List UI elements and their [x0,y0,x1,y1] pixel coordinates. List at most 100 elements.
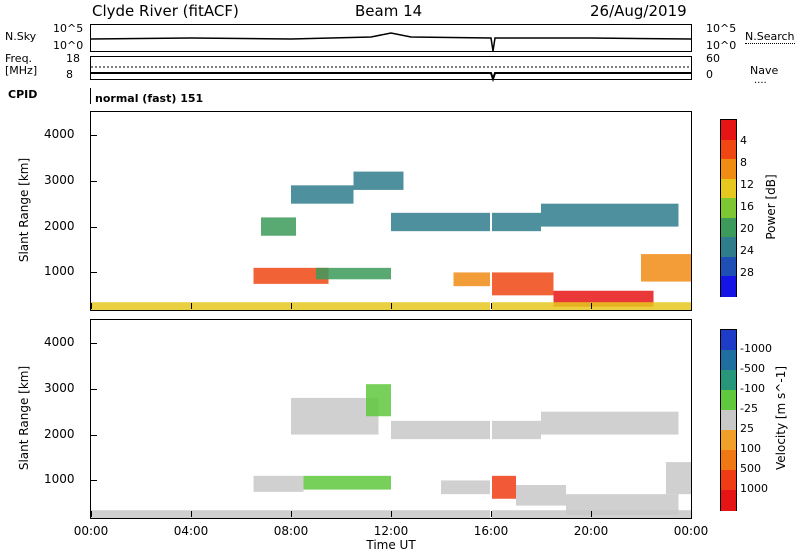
power-region-1 [316,267,391,280]
velocity-colorbar-segment [721,470,736,491]
power-colorbar-tick: 4 [740,134,747,147]
freq-trace [91,66,691,83]
x-tick-mark [691,511,692,517]
nave-dots: ···· [754,78,767,89]
x-tick-mark [491,511,492,517]
freq-strip-panel [90,56,692,83]
x-tick-label: 20:00 [573,524,609,538]
freq-tick-top: 18 [66,52,80,65]
x-tick-mark [691,303,692,309]
nsearch-tick-top: 10^5 [706,22,737,35]
power-colorbar-tick: 20 [740,222,754,235]
velocity-ytick-label: 4000 [44,334,75,349]
x-tick-mark [591,303,592,309]
velocity-colorbar-segment [721,390,736,411]
velocity-region-5 [566,494,679,515]
x-tick-mark [91,303,92,309]
velocity-region-10 [366,384,391,417]
velocity-ylabel: Slant Range [km] [17,365,31,471]
station-title: Clyde River (fitACF) [92,2,239,20]
beam-label: Beam 14 [355,2,423,20]
velocity-ytick-mark [91,388,97,390]
freq-unit-label: [MHz] [5,64,38,77]
velocity-region-8 [391,420,541,440]
velocity-colorbar-segment [721,330,736,351]
x-tick-label: 00:00 [673,524,709,538]
velocity-panel [90,319,692,519]
noise-trace [90,32,692,52]
power-colorbar-segment [721,139,736,160]
x-tick-mark [291,303,292,309]
nsearch-tick-bottom: 10^0 [706,39,737,52]
freq-tick-bottom: 8 [66,68,73,81]
x-tick-mark [391,511,392,517]
x-tick-label: 08:00 [273,524,309,538]
x-tick-label: 00:00 [73,524,109,538]
power-ytick-mark [91,134,97,136]
velocity-colorbar-segment [721,349,736,371]
velocity-colorbar-tick: -100 [740,382,765,395]
nsearch-label: N.Search [745,30,795,44]
x-tick-mark [191,511,192,517]
power-region-10 [541,203,679,227]
power-ytick-mark [91,180,97,182]
power-ytick-label: 2000 [44,218,75,233]
power-colorbar-segment [721,217,736,239]
power-colorbar-segment [721,120,736,141]
nsky-label: N.Sky [5,30,37,43]
nave-tick-top: 60 [706,52,720,65]
cpid-marker [90,88,91,104]
velocity-colorbar-segment [721,409,736,431]
power-region-9 [391,212,541,232]
velocity-colorbar-tick: 25 [740,422,754,435]
nsky-tick-bottom: 10^0 [53,39,84,52]
velocity-colorbar-tick: 1000 [740,482,768,495]
power-colorbar-segment [721,237,736,258]
velocity-region-9 [541,411,679,435]
velocity-region-0 [253,475,304,492]
x-axis-label: Time UT [366,538,416,552]
power-region-8 [353,171,404,190]
power-ytick-mark [91,272,97,274]
velocity-ytick-mark [91,434,97,436]
power-ytick-label: 1000 [44,264,75,279]
power-colorbar-segment [721,198,736,219]
x-tick-label: 16:00 [473,524,509,538]
cpid-value: normal (fast) 151 [95,92,204,105]
power-region-3 [491,272,554,296]
velocity-ytick-label: 3000 [44,380,75,395]
velocity-ytick-label: 2000 [44,426,75,441]
x-tick-label: 12:00 [373,524,409,538]
power-colorbar-label: Power [dB] [764,174,778,240]
power-ytick-label: 3000 [44,172,75,187]
power-colorbar-tick: 24 [740,244,754,257]
velocity-ytick-label: 1000 [44,472,75,487]
x-tick-label: 04:00 [173,524,209,538]
velocity-region-6 [666,462,691,495]
power-ytick-mark [91,226,97,228]
date-label: 26/Aug/2019 [590,2,687,20]
power-panel [90,111,692,311]
power-colorbar [720,119,737,297]
x-tick-mark [491,303,492,309]
power-colorbar-tick: 12 [740,178,754,191]
power-colorbar-tick: 8 [740,156,747,169]
noise-strip-panel [90,24,692,52]
velocity-colorbar-tick: -1000 [740,342,772,355]
nave-label: Nave [750,64,779,77]
velocity-colorbar-tick: -500 [740,362,765,375]
x-tick-mark [591,511,592,517]
nsky-tick-top: 10^5 [53,22,84,35]
power-colorbar-tick: 28 [740,266,754,279]
velocity-colorbar-segment [721,489,736,511]
velocity-region-2 [441,480,491,495]
velocity-colorbar-segment [721,450,736,471]
velocity-region-3 [491,475,516,499]
velocity-colorbar-tick: 100 [740,442,761,455]
velocity-region-4 [516,485,566,506]
power-colorbar-tick: 16 [740,200,754,213]
x-tick-mark [291,511,292,517]
power-region-6 [261,217,296,236]
x-tick-mark [191,303,192,309]
power-colorbar-segment [721,256,736,278]
